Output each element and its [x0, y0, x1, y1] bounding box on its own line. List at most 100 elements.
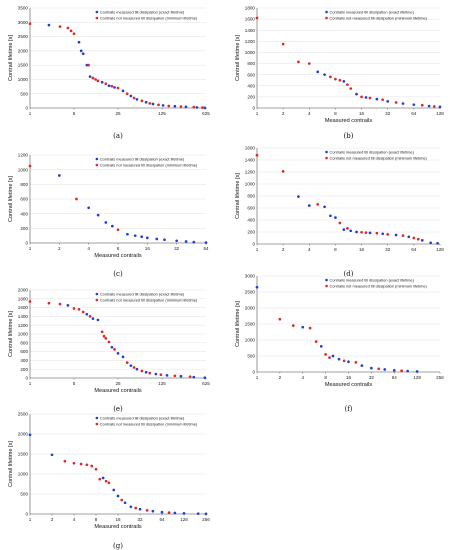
y-tick-label: 400: [20, 358, 28, 363]
legend-marker: [95, 16, 99, 20]
y-tick-label: 2000: [18, 432, 29, 437]
y-axis-label: Contrail lifetime [s]: [235, 301, 241, 347]
x-tick-label: 64: [203, 246, 209, 251]
x-tick-label: 16: [115, 517, 121, 522]
y-tick-label: 1400: [245, 28, 256, 33]
x-tick-label: 128: [436, 111, 444, 116]
exact-lifetime-point: [129, 364, 133, 368]
exact-lifetime-point: [138, 507, 142, 511]
x-tick-label: 16: [145, 246, 151, 251]
legend-entry: Contrails measured till dissipation (exa…: [330, 149, 415, 154]
exact-lifetime-point: [91, 317, 95, 320]
x-tick-label: 1: [29, 246, 32, 251]
chart-panel-1: 0 500 1000 1500 2000 2500 3000 3500 1 5 25 125 625 Co…: [8, 6, 210, 140]
x-tick-label: 25: [115, 381, 121, 386]
x-tick-label: 2: [282, 247, 285, 252]
y-tick-label: 0: [25, 106, 28, 111]
y-tick-label: 3500: [18, 6, 29, 11]
exact-lifetime-point: [135, 367, 139, 371]
exact-lifetime-point: [255, 285, 259, 289]
x-tick-label: 8: [334, 247, 337, 252]
exact-lifetime-point: [145, 236, 149, 240]
y-tick-label: 0: [252, 370, 255, 375]
minimum-lifetime-point: [116, 86, 120, 90]
y-tick-label: 1000: [245, 182, 256, 187]
exact-lifetime-point: [331, 354, 335, 358]
minimum-lifetime-point: [167, 104, 171, 108]
minimum-lifetime-point: [75, 197, 78, 201]
exact-lifetime-point: [394, 233, 398, 237]
minimum-lifetime-point: [432, 105, 436, 108]
legend-marker: [325, 150, 328, 154]
minimum-lifetime-point: [338, 78, 342, 82]
minimum-lifetime-point: [58, 302, 62, 306]
x-tick-label: 25: [115, 111, 121, 116]
exact-lifetime-point: [347, 360, 350, 364]
x-tick-label: 4: [87, 246, 90, 251]
y-tick-label: 200: [20, 367, 28, 372]
exact-lifetime-point: [392, 369, 396, 372]
x-tick-label: 32: [385, 247, 391, 252]
minimum-lifetime-point: [179, 105, 183, 108]
minimum-lifetime-point: [58, 25, 62, 28]
y-tick-label: 3000: [245, 274, 256, 279]
y-tick-label: 800: [247, 61, 255, 66]
y-tick-label: 1400: [245, 158, 256, 163]
y-tick-label: 600: [247, 206, 255, 211]
exact-lifetime-point: [427, 104, 431, 108]
exact-lifetime-point: [297, 195, 300, 198]
exact-lifetime-point: [323, 73, 326, 77]
legend-marker: [95, 422, 99, 426]
x-axis-label: Measured contrails: [325, 382, 372, 388]
exact-lifetime-point: [81, 52, 85, 56]
minimum-lifetime-point: [96, 79, 100, 83]
chart-panel-7: 0 500 1000 1500 2000 2500 1 2 4 8 16 32 64 128 256 Meas…: [8, 412, 210, 550]
exact-lifetime-point: [307, 204, 311, 207]
minimum-lifetime-point: [79, 462, 83, 466]
legend-marker: [95, 163, 99, 167]
exact-lifetime-point: [204, 241, 208, 244]
exact-lifetime-point: [342, 228, 346, 231]
panel-label: (g): [113, 542, 123, 550]
exact-lifetime-point: [195, 106, 199, 109]
y-tick-label: 1200: [18, 323, 29, 328]
minimum-lifetime-point: [88, 315, 92, 318]
exact-lifetime-point: [112, 488, 116, 492]
minimum-lifetime-point: [77, 308, 81, 311]
y-tick-label: 1500: [18, 63, 29, 68]
minimum-lifetime-point: [255, 153, 259, 157]
exact-lifetime-point: [110, 345, 114, 349]
exact-lifetime-point: [144, 370, 148, 374]
legend-entry: Contrails not measured till dissipation …: [100, 162, 198, 167]
exact-lifetime-point: [184, 105, 188, 109]
x-tick-label: 32: [174, 246, 180, 251]
exact-lifetime-point: [203, 106, 207, 110]
exact-lifetime-point: [110, 224, 114, 228]
exact-lifetime-point: [204, 512, 208, 516]
minimum-lifetime-point: [167, 511, 171, 514]
exact-lifetime-point: [370, 366, 373, 370]
x-tick-label: 64: [392, 375, 398, 380]
minimum-lifetime-point: [386, 233, 390, 236]
exact-lifetime-point: [100, 80, 104, 84]
minimum-lifetime-point: [72, 32, 76, 36]
x-tick-label: 128: [413, 375, 421, 380]
y-tick-label: 200: [247, 230, 255, 235]
y-tick-label: 1400: [18, 314, 29, 319]
minimum-lifetime-point: [104, 82, 108, 86]
panel-label: (b): [344, 132, 354, 140]
y-tick-label: 1600: [245, 146, 256, 151]
minimum-lifetime-point: [192, 105, 196, 109]
x-tick-label: 1: [256, 375, 259, 380]
minimum-lifetime-point: [140, 369, 144, 373]
x-tick-label: 256: [436, 375, 444, 380]
legend-marker: [325, 16, 328, 20]
legend-marker: [95, 157, 99, 161]
minimum-lifetime-point: [72, 307, 76, 310]
panel-label: (d): [344, 270, 354, 278]
x-tick-label: 32: [369, 375, 375, 380]
exact-lifetime-point: [85, 312, 89, 316]
y-tick-label: 1500: [18, 452, 29, 457]
exact-lifetime-point: [401, 102, 405, 105]
